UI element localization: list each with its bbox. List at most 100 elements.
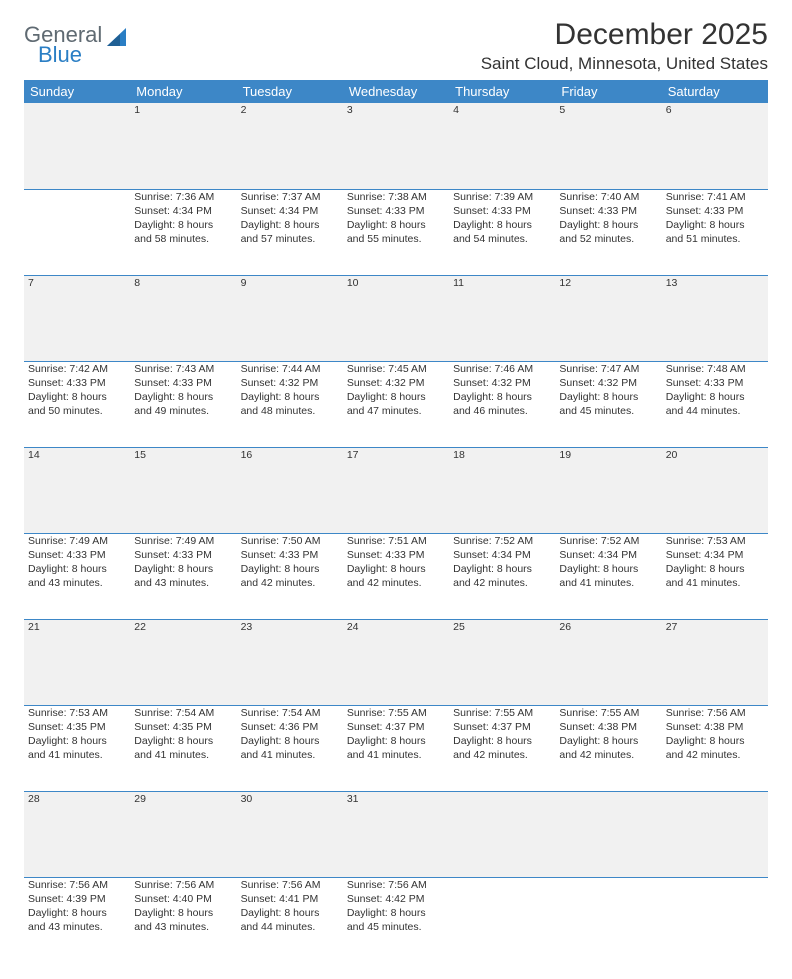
day-content-row: Sunrise: 7:53 AM Sunset: 4:35 PM Daylight:… xyxy=(24,705,768,791)
daylight-text: and 52 minutes. xyxy=(559,232,657,246)
sunrise-text: Sunrise: 7:53 AM xyxy=(28,706,126,720)
sunrise-text: Sunrise: 7:37 AM xyxy=(241,190,339,204)
sunrise-text: Sunrise: 7:53 AM xyxy=(666,534,764,548)
sunset-text: Sunset: 4:37 PM xyxy=(453,720,551,734)
sunset-text: Sunset: 4:41 PM xyxy=(241,892,339,906)
daylight-text: and 42 minutes. xyxy=(453,576,551,590)
daylight-text: Daylight: 8 hours xyxy=(134,906,232,920)
day-number-row: 14151617181920 xyxy=(24,447,768,533)
sunset-text: Sunset: 4:33 PM xyxy=(28,548,126,562)
sunset-text: Sunset: 4:34 PM xyxy=(453,548,551,562)
day-number: 16 xyxy=(237,447,343,533)
weekday-header: Sunday xyxy=(24,80,130,103)
logo-sail-icon xyxy=(106,26,130,48)
logo-text-bottom: Blue xyxy=(38,44,102,66)
daylight-text: Daylight: 8 hours xyxy=(559,734,657,748)
daylight-text: and 42 minutes. xyxy=(559,748,657,762)
day-number: 28 xyxy=(24,791,130,877)
sunrise-text: Sunrise: 7:48 AM xyxy=(666,362,764,376)
day-cell: Sunrise: 7:46 AMSunset: 4:32 PMDaylight:… xyxy=(449,361,555,447)
sunrise-text: Sunrise: 7:36 AM xyxy=(134,190,232,204)
day-number: 13 xyxy=(662,275,768,361)
daylight-text: Daylight: 8 hours xyxy=(241,562,339,576)
daylight-text: Daylight: 8 hours xyxy=(241,218,339,232)
daylight-text: and 41 minutes. xyxy=(666,576,764,590)
day-number: 30 xyxy=(237,791,343,877)
daylight-text: and 44 minutes. xyxy=(241,920,339,934)
day-cell: Sunrise: 7:38 AMSunset: 4:33 PMDaylight:… xyxy=(343,189,449,275)
sunset-text: Sunset: 4:33 PM xyxy=(28,376,126,390)
sunset-text: Sunset: 4:42 PM xyxy=(347,892,445,906)
sunset-text: Sunset: 4:39 PM xyxy=(28,892,126,906)
day-cell: Sunrise: 7:56 AMSunset: 4:38 PMDaylight:… xyxy=(662,705,768,791)
day-number: 26 xyxy=(555,619,661,705)
sunrise-text: Sunrise: 7:42 AM xyxy=(28,362,126,376)
day-number: 5 xyxy=(555,103,661,189)
daylight-text: Daylight: 8 hours xyxy=(28,906,126,920)
sunset-text: Sunset: 4:35 PM xyxy=(134,720,232,734)
weekday-header: Friday xyxy=(555,80,661,103)
daylight-text: Daylight: 8 hours xyxy=(134,562,232,576)
day-number: 19 xyxy=(555,447,661,533)
daylight-text: and 46 minutes. xyxy=(453,404,551,418)
daylight-text: and 41 minutes. xyxy=(347,748,445,762)
day-cell: Sunrise: 7:53 AMSunset: 4:34 PMDaylight:… xyxy=(662,533,768,619)
day-cell: Sunrise: 7:49 AMSunset: 4:33 PMDaylight:… xyxy=(130,533,236,619)
sunset-text: Sunset: 4:38 PM xyxy=(559,720,657,734)
sunrise-text: Sunrise: 7:52 AM xyxy=(559,534,657,548)
day-number: 2 xyxy=(237,103,343,189)
day-number: 17 xyxy=(343,447,449,533)
sunset-text: Sunset: 4:36 PM xyxy=(241,720,339,734)
day-number: 27 xyxy=(662,619,768,705)
sunset-text: Sunset: 4:32 PM xyxy=(559,376,657,390)
sunrise-text: Sunrise: 7:38 AM xyxy=(347,190,445,204)
sunrise-text: Sunrise: 7:52 AM xyxy=(453,534,551,548)
day-number: 11 xyxy=(449,275,555,361)
day-cell: Sunrise: 7:47 AMSunset: 4:32 PMDaylight:… xyxy=(555,361,661,447)
day-number: 7 xyxy=(24,275,130,361)
daylight-text: Daylight: 8 hours xyxy=(28,562,126,576)
day-number: 29 xyxy=(130,791,236,877)
sunrise-text: Sunrise: 7:56 AM xyxy=(666,706,764,720)
daylight-text: Daylight: 8 hours xyxy=(559,390,657,404)
daylight-text: Daylight: 8 hours xyxy=(134,390,232,404)
day-cell: Sunrise: 7:54 AMSunset: 4:35 PMDaylight:… xyxy=(130,705,236,791)
sunrise-text: Sunrise: 7:50 AM xyxy=(241,534,339,548)
day-number: 22 xyxy=(130,619,236,705)
daylight-text: Daylight: 8 hours xyxy=(347,734,445,748)
sunrise-text: Sunrise: 7:56 AM xyxy=(347,878,445,892)
day-content-row: Sunrise: 7:56 AMSunset: 4:39 PMDaylight:… xyxy=(24,877,768,963)
sunset-text: Sunset: 4:33 PM xyxy=(134,548,232,562)
day-cell: Sunrise: 7:40 AMSunset: 4:33 PMDaylight:… xyxy=(555,189,661,275)
day-number: 4 xyxy=(449,103,555,189)
month-title: December 2025 xyxy=(481,18,768,52)
day-number: 15 xyxy=(130,447,236,533)
sunset-text: Sunset: 4:33 PM xyxy=(347,204,445,218)
daylight-text: and 54 minutes. xyxy=(453,232,551,246)
day-number: 14 xyxy=(24,447,130,533)
sunrise-text: Sunrise: 7:54 AM xyxy=(134,706,232,720)
day-cell: Sunrise: 7:53 AMSunset: 4:35 PMDaylight:… xyxy=(24,705,130,791)
sunrise-text: Sunrise: 7:41 AM xyxy=(666,190,764,204)
sunrise-text: Sunrise: 7:49 AM xyxy=(134,534,232,548)
daylight-text: and 43 minutes. xyxy=(134,576,232,590)
daylight-text: Daylight: 8 hours xyxy=(347,562,445,576)
weekday-header: Tuesday xyxy=(237,80,343,103)
daylight-text: and 42 minutes. xyxy=(666,748,764,762)
daylight-text: Daylight: 8 hours xyxy=(241,906,339,920)
day-cell: Sunrise: 7:50 AMSunset: 4:33 PMDaylight:… xyxy=(237,533,343,619)
day-cell: Sunrise: 7:36 AMSunset: 4:34 PMDaylight:… xyxy=(130,189,236,275)
daylight-text: and 44 minutes. xyxy=(666,404,764,418)
daylight-text: and 42 minutes. xyxy=(241,576,339,590)
weekday-header: Saturday xyxy=(662,80,768,103)
day-number xyxy=(662,791,768,877)
daylight-text: and 50 minutes. xyxy=(28,404,126,418)
day-cell: Sunrise: 7:56 AMSunset: 4:39 PMDaylight:… xyxy=(24,877,130,963)
day-cell: Sunrise: 7:56 AMSunset: 4:40 PMDaylight:… xyxy=(130,877,236,963)
daylight-text: and 41 minutes. xyxy=(28,748,126,762)
day-number-row: 123456 xyxy=(24,103,768,189)
day-cell: Sunrise: 7:49 AMSunset: 4:33 PMDaylight:… xyxy=(24,533,130,619)
daylight-text: and 55 minutes. xyxy=(347,232,445,246)
logo-textblock: General Blue xyxy=(24,24,102,66)
sunrise-text: Sunrise: 7:56 AM xyxy=(28,878,126,892)
